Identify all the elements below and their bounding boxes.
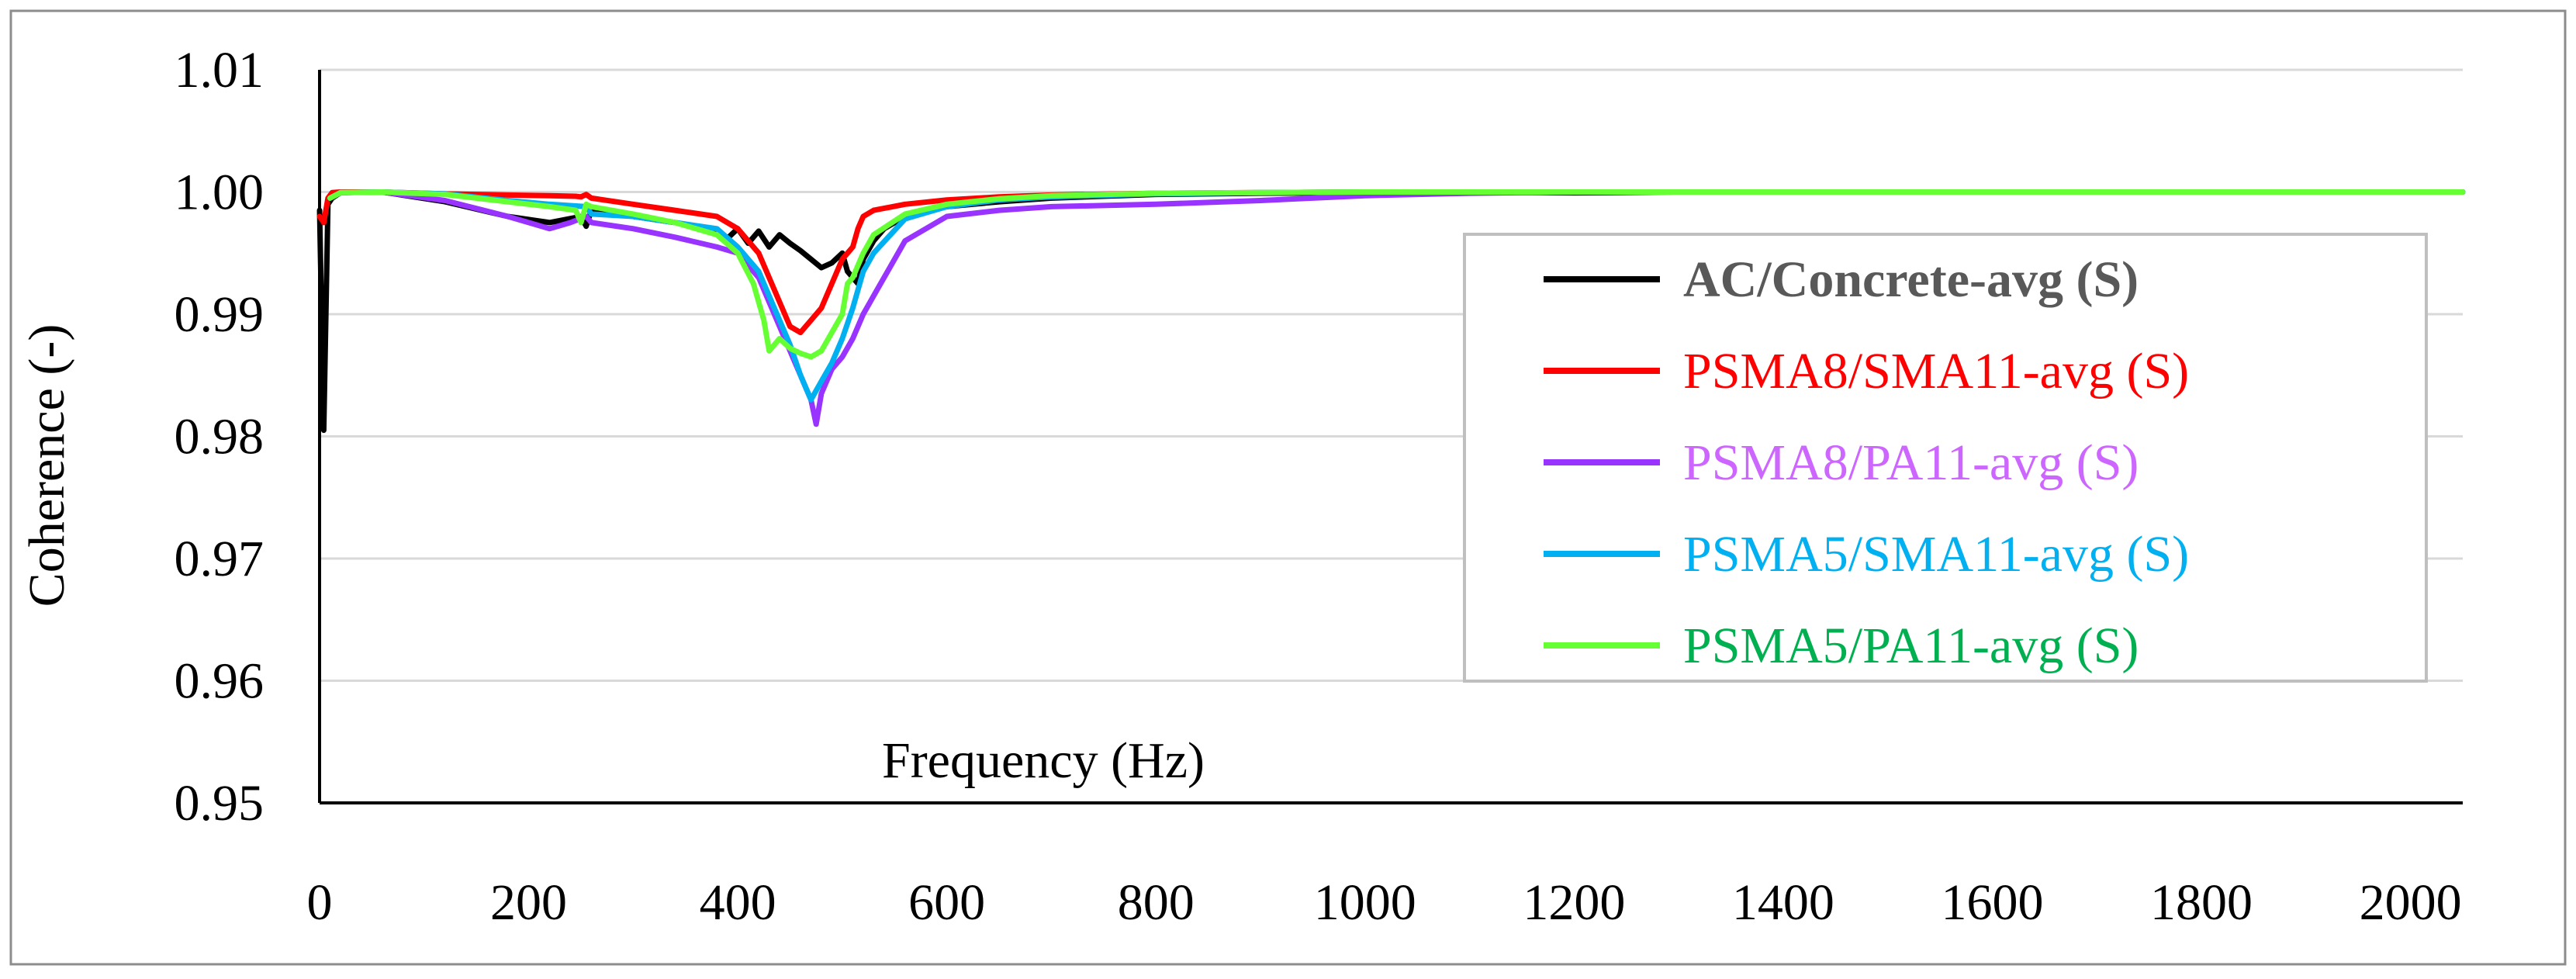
x-tick-label: 2000	[2360, 874, 2462, 931]
x-tick-label: 1200	[1523, 874, 1625, 931]
y-tick-label: 1.00	[175, 164, 265, 221]
y-axis-title: Coherence (-)	[19, 324, 75, 607]
legend-box	[1463, 233, 2428, 683]
x-axis-title: Frequency (Hz)	[882, 732, 1205, 789]
x-tick-label: 1000	[1314, 874, 1416, 931]
series-line	[327, 189, 2466, 427]
x-tick-label: 200	[490, 874, 567, 931]
x-tick-label: 1600	[1941, 874, 2043, 931]
x-tick-label: 400	[700, 874, 776, 931]
y-tick-label: 0.96	[175, 653, 265, 710]
y-tick-label: 0.97	[175, 531, 265, 587]
x-tick-label: 0	[307, 874, 333, 931]
series-line	[327, 189, 2466, 360]
x-tick-label: 800	[1118, 874, 1195, 931]
x-tick-label: 1800	[2150, 874, 2253, 931]
legend: AC/Concrete-avg (S) PSMA8/SMA11-avg (S) PS…	[1463, 233, 2428, 683]
y-tick-label: 0.99	[175, 286, 265, 343]
legend-label: AC/Concrete-avg (S)	[1683, 251, 2139, 308]
legend-label: PSMA5/PA11-avg (S)	[1683, 617, 2139, 674]
legend-label: PSMA8/SMA11-avg (S)	[1683, 343, 2189, 400]
legend-label: PSMA5/SMA11-avg (S)	[1683, 526, 2189, 583]
y-tick-label: 0.98	[175, 409, 265, 465]
x-tick-label: 600	[908, 874, 985, 931]
legend-label: PSMA8/PA11-avg (S)	[1683, 434, 2139, 491]
y-tick-label: 0.95	[175, 775, 265, 832]
axes	[318, 70, 2463, 804]
tick-labels: 0.95 0.96 0.97 0.98 0.99 1.00 1.01 0 200 400 600 80…	[175, 42, 2462, 931]
series-lines	[316, 189, 2466, 434]
y-tick-label: 1.01	[175, 42, 265, 99]
x-tick-label: 1400	[1732, 874, 1834, 931]
